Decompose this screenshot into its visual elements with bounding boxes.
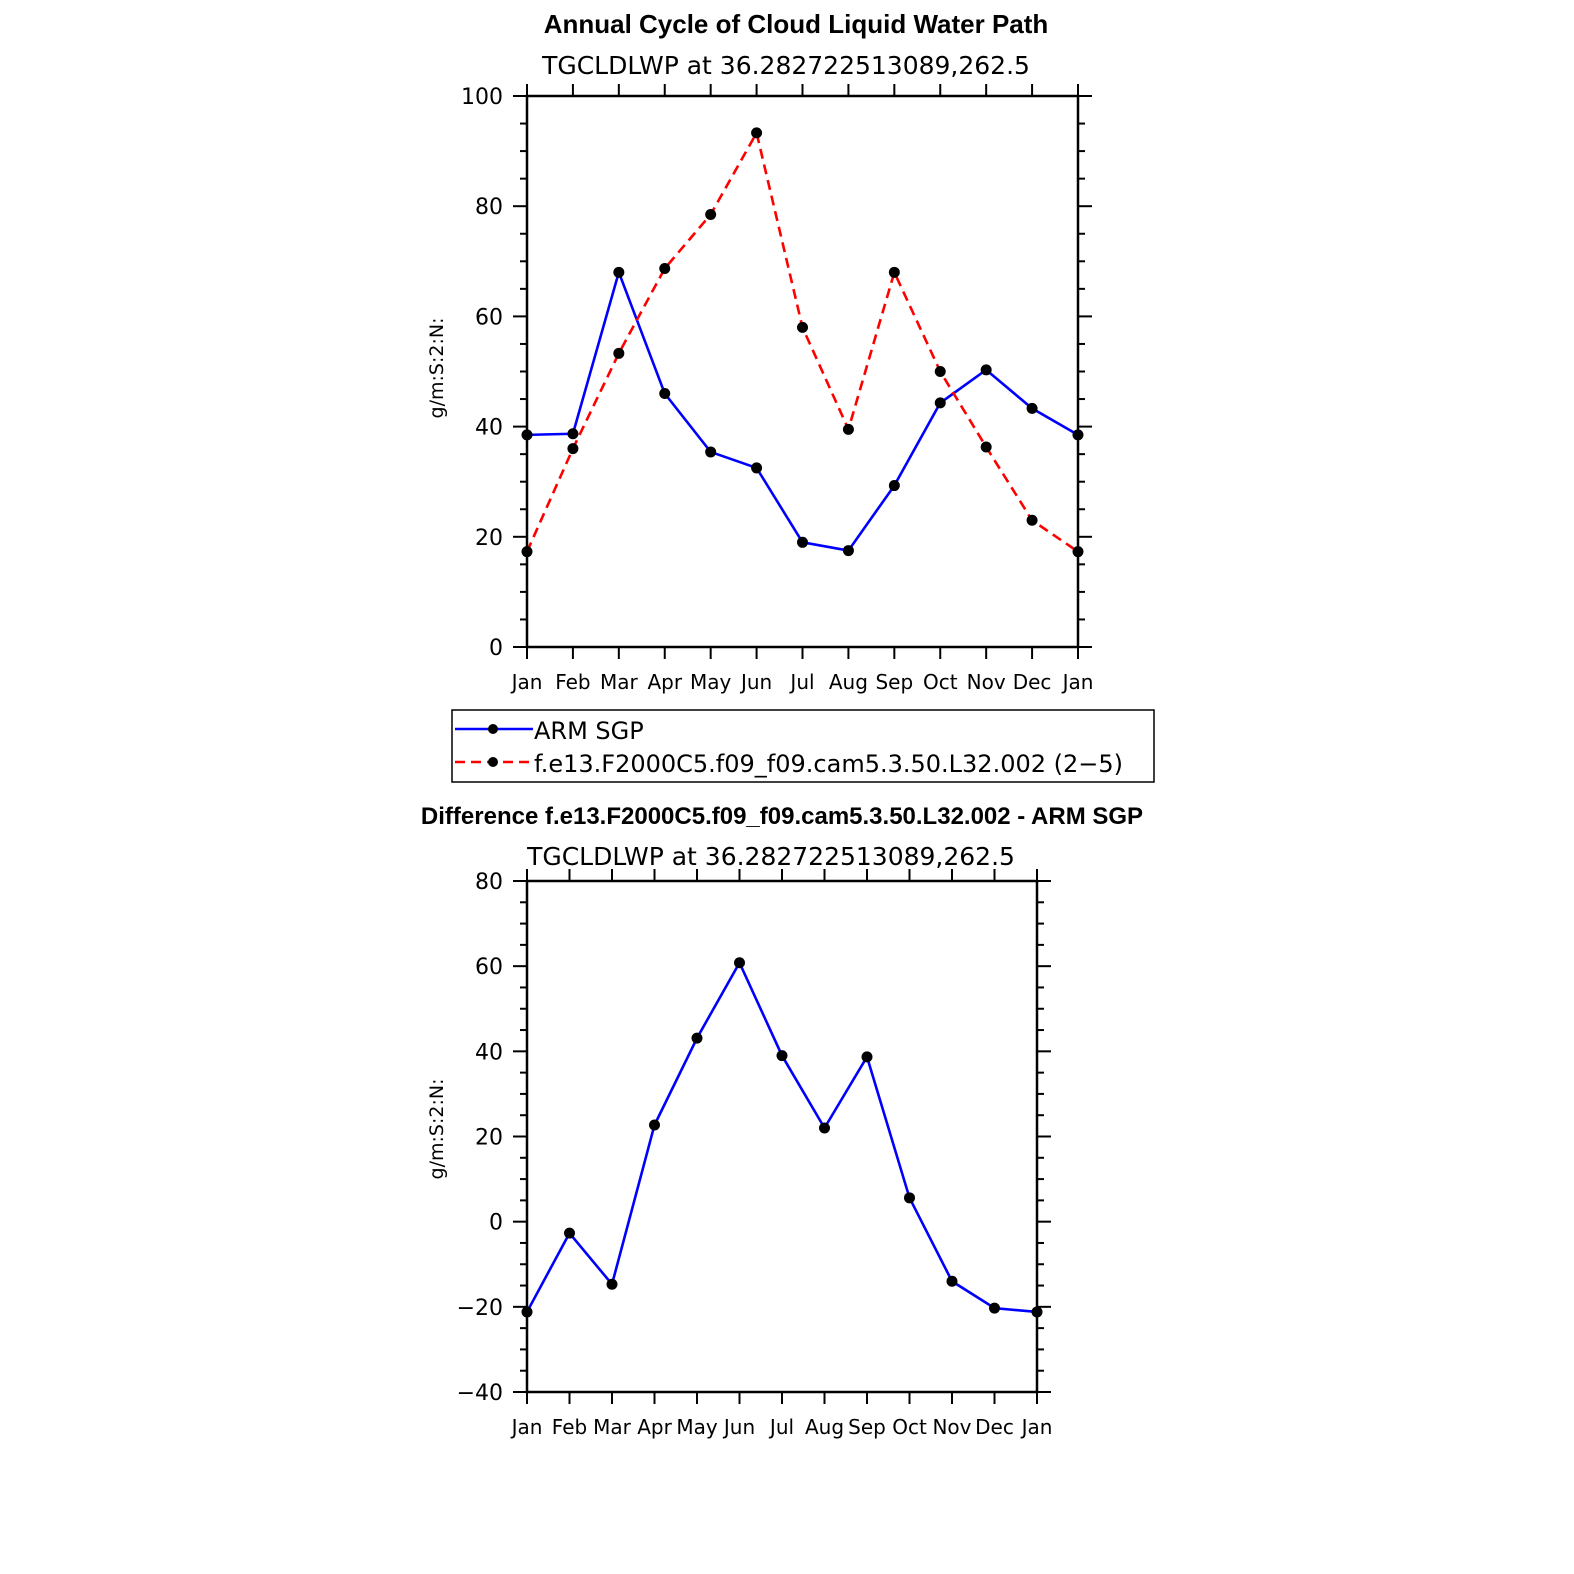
chart1-series-1-point (980, 441, 992, 453)
chart2-ytick-label: −20 (457, 1296, 503, 1321)
chart1-xtick-label: Feb (555, 670, 590, 694)
chart2-xtick-label: Jan (1020, 1415, 1053, 1439)
chart2-xtick-label: May (676, 1415, 718, 1439)
legend-marker-arm (488, 724, 498, 734)
chart1-xtick-label: Apr (647, 670, 682, 694)
chart2-ytick-label: 0 (489, 1211, 503, 1236)
chart1-xtick-label: Aug (829, 670, 868, 694)
chart2-series-0-point (691, 1032, 703, 1044)
chart2-series-0-point (564, 1227, 575, 1239)
chart1-series-0-point (567, 428, 579, 440)
chart1-xtick-label: Nov (967, 670, 1006, 694)
chart1-series-1-point (521, 546, 533, 558)
chart1-series-1-point (659, 262, 671, 274)
chart2-series-0-point (1031, 1306, 1043, 1318)
chart2-xtick-label: Feb (552, 1415, 587, 1439)
chart1-series-0-point (842, 545, 854, 557)
chart1-series-1-point (705, 208, 717, 220)
chart2-series-0-point (776, 1050, 788, 1062)
chart2-series-0-point (904, 1192, 915, 1204)
chart2-series-0-point (819, 1122, 830, 1134)
chart1-ylabel: g/m:S:2:N: (426, 318, 448, 419)
chart2-series-0-point (521, 1306, 533, 1318)
chart1-xtick-label: Jun (739, 670, 772, 694)
chart2-series-0-point (989, 1302, 1000, 1314)
chart1-series-0-point (797, 536, 808, 548)
chart2-frame (525, 879, 1039, 1394)
chart2-xtick-label: Aug (805, 1415, 844, 1439)
chart1-series-1-point (797, 321, 808, 333)
legend-box (451, 709, 1155, 783)
chart1-series-0-point (934, 397, 946, 409)
chart1-series-1-point (613, 347, 625, 359)
chart2-subtitle: TGCLDLWP at 36.282722513089,262.5 (526, 842, 1015, 871)
chart1-xtick-label: Jan (510, 670, 543, 694)
chart1-xtick-label: Mar (600, 670, 639, 694)
chart1-ytick-label: 60 (475, 305, 503, 330)
chart2-series-0-point (734, 957, 745, 969)
chart2-series-line-0 (525, 959, 1038, 1314)
chart1-series-0-point (659, 388, 671, 400)
chart2-xtick-label: Nov (932, 1415, 971, 1439)
chart2-ytick-label: 60 (475, 955, 503, 980)
chart2-ylabel: g/m:S:2:N: (426, 1079, 448, 1180)
chart2-title: Difference f.e13.F2000C5.f09_f09.cam5.3.… (421, 803, 1143, 830)
chart2-xtick-label: Jul (768, 1415, 794, 1439)
chart1-series-1-point (888, 266, 900, 278)
chart1-series-1-point (751, 127, 763, 139)
chart1-series-0-point (751, 462, 763, 474)
chart1-ytick-label: 80 (475, 195, 503, 220)
chart1-plot-area: Jan Feb Mar Apr May Jun Jul Aug Sep Oct Nov Dec Jan 0… (461, 84, 1093, 694)
chart2-ytick-label: −40 (457, 1381, 503, 1406)
chart2-ytick-label: 80 (475, 870, 503, 895)
chart1-series-0-point (888, 480, 900, 492)
chart2-plot-area: Jan Feb Mar Apr May Jun Jul Aug Sep Oct Nov Dec Jan−… (457, 869, 1053, 1439)
chart1-series-1-point (842, 423, 854, 435)
chart1-xtick-label: May (690, 670, 732, 694)
chart2-xtick-label: Mar (593, 1415, 632, 1439)
chart1-series-1-point (567, 443, 579, 455)
chart2-xtick-label: Dec (975, 1415, 1014, 1439)
chart1-series-0-point (980, 364, 992, 376)
chart1-series-0-point (521, 429, 533, 441)
chart1-title: Annual Cycle of Cloud Liquid Water Path (544, 9, 1049, 39)
chart1-xtick-label: Jul (788, 670, 814, 694)
chart1-series-0-point (705, 446, 717, 458)
chart2-xtick-label: Apr (637, 1415, 672, 1439)
chart2-xtick-label: Sep (848, 1415, 886, 1439)
chart1-series-0-point (1072, 429, 1084, 441)
chart2-ytick-label: 20 (475, 1126, 503, 1151)
chart2-ytick-label: 40 (475, 1040, 503, 1065)
chart1-ytick-label: 0 (489, 636, 503, 661)
chart2-series-0-point (606, 1278, 618, 1290)
chart1-subtitle: TGCLDLWP at 36.282722513089,262.5 (541, 51, 1030, 80)
chart2-xtick-label: Jan (510, 1415, 543, 1439)
chart1-ytick-label: 20 (475, 526, 503, 551)
chart2-series-0-point (861, 1051, 873, 1063)
chart1-xtick-label: Sep (875, 670, 913, 694)
chart1-series-1-point (934, 366, 946, 377)
chart1-ytick-label: 40 (475, 416, 503, 441)
chart1-xtick-label: Oct (923, 670, 958, 694)
chart1-xtick-label: Dec (1013, 670, 1052, 694)
legend: ARM SGP f.e13.F2000C5.f09_f09.cam5.3.50.… (451, 709, 1155, 783)
chart2-xtick-label: Jun (722, 1415, 755, 1439)
legend-marker-model (488, 757, 498, 767)
chart2-series-0-point (946, 1275, 958, 1287)
chart1-xtick-label: Jan (1061, 670, 1094, 694)
chart1-series-1-point (1072, 546, 1084, 558)
chart1-series-line-0 (526, 268, 1079, 553)
legend-label-arm: ARM SGP (534, 717, 644, 745)
chart1-ytick-label: 100 (461, 85, 503, 110)
chart2-xtick-label: Oct (892, 1415, 927, 1439)
chart2-series-0-point (649, 1119, 660, 1131)
chart1-series-0-point (613, 266, 625, 278)
legend-label-model: f.e13.F2000C5.f09_f09.cam5.3.50.L32.002 … (534, 750, 1123, 778)
chart1-series-0-point (1026, 402, 1038, 414)
chart1-series-1-point (1026, 514, 1038, 526)
chart1-series-line-1 (525, 129, 1079, 553)
